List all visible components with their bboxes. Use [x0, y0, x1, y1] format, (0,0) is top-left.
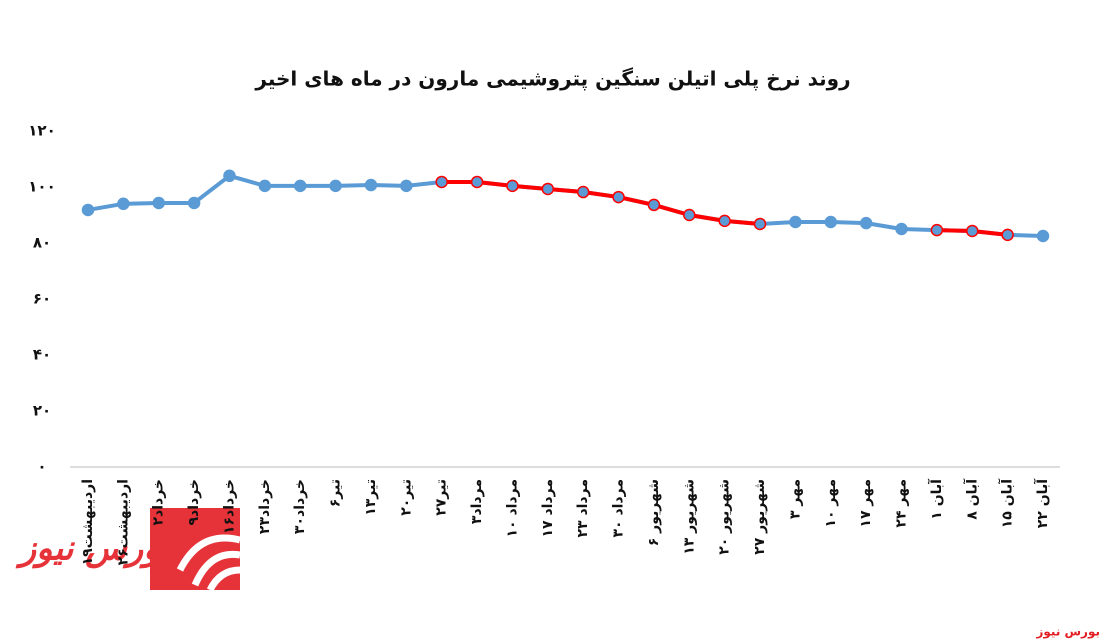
- x-tick-label: ۱۵ آبان: [998, 478, 1016, 528]
- point: [364, 178, 378, 192]
- x-tick-label: ۲۴ مهر: [894, 479, 910, 528]
- x-tick-label: ۲خرداد: [151, 479, 167, 526]
- x-tick-label: ۱۳ شهریور: [681, 479, 697, 555]
- x-tick-label: ۲۰تیر: [398, 479, 414, 516]
- x-tick-label: ۱۹اردیبهشت: [80, 479, 96, 565]
- y-tick-label: ۰: [37, 458, 46, 476]
- y-tick-label: ۲۰: [33, 402, 51, 420]
- point: [506, 179, 519, 193]
- point: [293, 179, 307, 193]
- x-tick-label: ۳۰خرداد: [292, 479, 308, 534]
- x-tick-label: ۲۷ شهریور: [752, 479, 768, 555]
- x-tick-label: ۳ مهر: [787, 479, 803, 519]
- point: [81, 203, 95, 217]
- point: [612, 190, 625, 204]
- x-tick-label: ۶تیر: [328, 479, 344, 507]
- x-tick-label: ۱۶خرداد: [221, 479, 237, 534]
- point: [541, 182, 555, 196]
- y-tick-label: ۱۰۰: [28, 178, 55, 196]
- point: [223, 169, 236, 183]
- point: [470, 175, 484, 189]
- x-tick-label: ۱۳تیر: [363, 479, 379, 516]
- point: [930, 223, 944, 237]
- point: [683, 208, 696, 222]
- x-tick-label: ۲۷تیر: [434, 479, 450, 516]
- point: [753, 217, 767, 231]
- point: [258, 179, 272, 193]
- point: [1001, 228, 1014, 242]
- x-tick-label: ۲۳ مرداد: [575, 479, 591, 538]
- x-tick-label: ۲۶اردیبهشت: [115, 479, 131, 565]
- x-tick-label: ۱۰ مهر: [823, 479, 839, 528]
- logo-swirl: [176, 534, 241, 592]
- x-tick-label: ۱۰ مرداد: [504, 479, 520, 538]
- x-tick-label: ۲۰ شهریور: [717, 479, 733, 555]
- point: [966, 224, 979, 238]
- chart-title: روند نرخ پلی اتیلن سنگین پتروشیمی مارون …: [254, 67, 850, 92]
- watermark: بورس نیوز: [1035, 625, 1100, 640]
- y-tick-label: ۱۲۰: [28, 122, 55, 140]
- point: [1036, 229, 1050, 243]
- point: [400, 179, 413, 193]
- x-tick-label: ۹خرداد: [186, 479, 202, 526]
- y-tick-label: ۴۰: [33, 346, 51, 364]
- point: [859, 216, 873, 230]
- point: [152, 196, 165, 210]
- point: [117, 197, 130, 211]
- point: [789, 215, 802, 229]
- x-tick-label: ۳۰ مرداد: [611, 479, 627, 538]
- x-tick-label: ۲۳خرداد: [257, 479, 273, 534]
- point: [576, 185, 590, 199]
- logo: بورس نیوز: [15, 508, 241, 592]
- point: [329, 179, 342, 193]
- x-tick-label: ۱۷ مرداد: [540, 479, 556, 538]
- x-tick-label: ۱ آبان: [927, 478, 945, 520]
- point: [824, 215, 838, 229]
- point: [718, 214, 731, 228]
- x-tick-label: ۱۷ مهر: [858, 479, 874, 528]
- x-tick-label: ۳مرداد: [469, 479, 485, 524]
- point: [895, 222, 908, 236]
- point: [187, 196, 201, 210]
- x-tick-label: ۸ آبان: [962, 478, 980, 520]
- point: [435, 175, 448, 189]
- point: [647, 198, 661, 212]
- x-tick-label: ۶ شهریور: [646, 479, 662, 546]
- x-tick-label: ۲۲ آبان: [1033, 478, 1051, 528]
- y-tick-label: ۸۰: [33, 234, 51, 252]
- logo-text: بورس نیوز: [15, 529, 171, 569]
- y-tick-label: ۶۰: [33, 290, 51, 308]
